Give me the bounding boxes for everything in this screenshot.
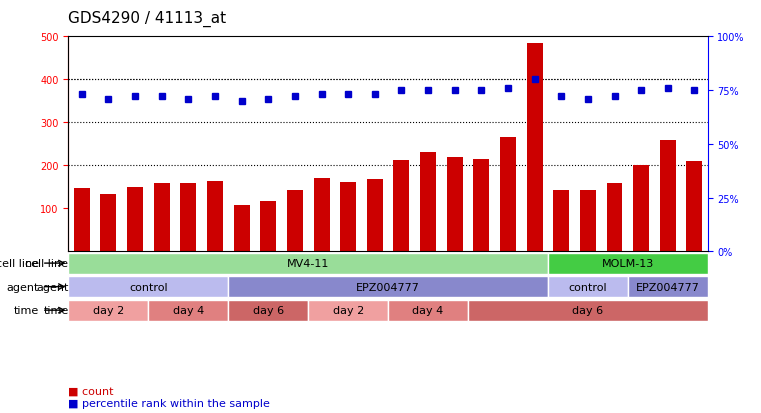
FancyBboxPatch shape [308,300,388,321]
Bar [260,201,276,252]
Text: time: time [43,306,68,316]
Text: GDS4290 / 41113_at: GDS4290 / 41113_at [68,11,227,27]
FancyBboxPatch shape [548,276,628,297]
Text: EPZ004777: EPZ004777 [356,282,420,292]
Bar [686,161,702,252]
Bar [660,140,676,252]
Text: day 4: day 4 [412,306,444,316]
Bar [100,195,116,252]
Text: MOLM-13: MOLM-13 [602,259,654,268]
Text: day 2: day 2 [93,306,124,316]
Text: cell line: cell line [0,259,39,268]
Bar [314,179,330,252]
FancyBboxPatch shape [68,253,548,274]
Text: EPZ004777: EPZ004777 [636,282,699,292]
FancyBboxPatch shape [68,276,228,297]
Bar [74,188,90,252]
Text: time: time [14,306,39,316]
Text: cell line: cell line [25,259,68,268]
Bar [500,138,516,252]
Bar [527,44,543,252]
Bar [420,153,436,252]
Bar [393,160,409,252]
Bar [127,188,143,252]
FancyBboxPatch shape [628,276,708,297]
Bar [180,184,196,252]
Bar [207,182,223,252]
Bar [287,190,303,252]
Text: day 2: day 2 [333,306,364,316]
Text: ■ percentile rank within the sample: ■ percentile rank within the sample [68,398,270,408]
Text: day 6: day 6 [253,306,284,316]
Bar [154,184,170,252]
Bar [367,180,383,252]
Bar [607,184,622,252]
Text: ■ count: ■ count [68,385,114,395]
FancyBboxPatch shape [228,276,548,297]
FancyBboxPatch shape [148,300,228,321]
Text: day 4: day 4 [173,306,204,316]
Bar [340,182,356,252]
Bar [553,190,569,252]
Text: control: control [129,282,167,292]
FancyBboxPatch shape [548,253,708,274]
Text: agent: agent [36,282,68,292]
FancyBboxPatch shape [228,300,308,321]
Bar [447,157,463,252]
FancyBboxPatch shape [468,300,708,321]
Text: MV4-11: MV4-11 [287,259,330,268]
Text: day 6: day 6 [572,306,603,316]
Text: agent: agent [7,282,39,292]
Bar [580,190,596,252]
Bar [473,159,489,252]
FancyBboxPatch shape [388,300,468,321]
Text: control: control [568,282,607,292]
Bar [633,166,649,252]
Bar [234,206,250,252]
FancyBboxPatch shape [68,300,148,321]
